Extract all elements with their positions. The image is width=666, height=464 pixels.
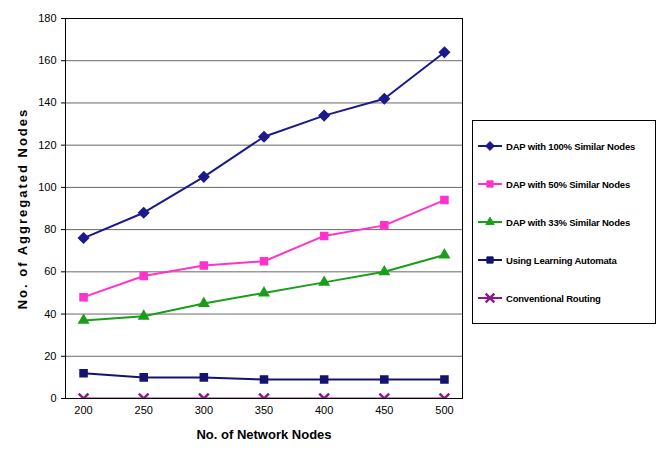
html-text:DAP with 100% Similar Nodes: DAP with 100% Similar Nodes [506, 140, 636, 152]
svg-text:No. of Aggregated Nodes: No. of Aggregated Nodes [15, 108, 30, 310]
svg-text:500: 500 [435, 404, 453, 416]
html-text:Conventional Routing: Conventional Routing [506, 292, 601, 304]
svg-text:No. of Network Nodes: No. of Network Nodes [196, 427, 331, 442]
svg-text:20: 20 [44, 350, 56, 362]
html-text:DAP with 33% Similar Nodes: DAP with 33% Similar Nodes [506, 216, 630, 228]
svg-text:400: 400 [315, 404, 333, 416]
html-text:Using Learning Automata: Using Learning Automata [506, 254, 617, 266]
svg-text:450: 450 [375, 404, 393, 416]
html-text:DAP with 50% Similar Nodes: DAP with 50% Similar Nodes [506, 178, 630, 190]
svg-text:40: 40 [44, 308, 56, 320]
svg-text:140: 140 [38, 96, 56, 108]
svg-text:80: 80 [44, 223, 56, 235]
svg-text:200: 200 [74, 404, 92, 416]
svg-text:160: 160 [38, 54, 56, 66]
svg-text:180: 180 [38, 12, 56, 24]
svg-text:350: 350 [255, 404, 273, 416]
svg-text:250: 250 [135, 404, 153, 416]
svg-text:0: 0 [50, 392, 56, 404]
svg-text:60: 60 [44, 265, 56, 277]
svg-text:100: 100 [38, 181, 56, 193]
svg-text:300: 300 [195, 404, 213, 416]
svg-text:120: 120 [38, 139, 56, 151]
